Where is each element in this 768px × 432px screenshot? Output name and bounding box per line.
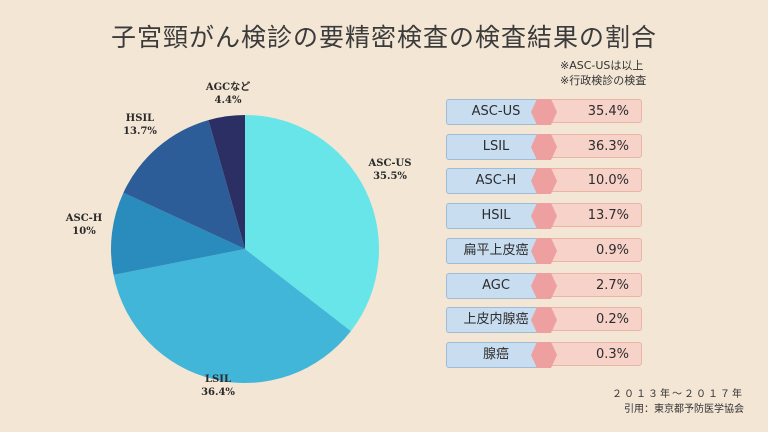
pie-label-name: ASC-US [368,158,412,169]
table-row: 13.7% HSIL [446,203,642,230]
pie-slice-0 [245,115,379,332]
row-value: 0.9% [540,237,642,262]
hexagon-icon [531,307,557,334]
row-value: 2.7% [540,272,642,297]
pie-label-name: HSIL [125,113,155,124]
note-screening: ※行政検診の検査 [560,74,647,87]
table-row: 0.9% 扁平上皮癌 [446,237,642,264]
pie-label-name: LSIL [205,374,231,385]
pie-slice-3 [123,120,245,250]
row-name: HSIL [446,203,546,230]
pie-label-1: LSIL 36.4% [183,373,253,399]
row-value: 10.0% [540,168,642,193]
pie-label-value: 10% [72,226,96,237]
hexagon-icon [531,341,557,368]
footer-period: ２０１３年〜２０１７年 [612,389,744,400]
row-value: 0.3% [540,341,642,366]
table-row: 0.2% 上皮内腺癌 [446,307,642,334]
pie-label-name: ASC-H [65,213,103,224]
pie-label-4: AGCなど 4.4% [193,81,263,107]
row-name: 扁平上皮癌 [446,237,546,264]
footer-source: 引用：東京都予防医学協会 [624,404,744,415]
table-row: 36.3% LSIL [446,133,642,160]
hexagon-icon [531,168,557,195]
pie-label-2: ASC-H 10% [49,212,119,238]
row-name: LSIL [446,133,546,160]
row-name: AGC [446,272,546,299]
hexagon-icon [531,272,557,299]
pie-slice-2 [110,192,245,275]
pie-slice-4 [208,115,245,249]
row-name: ASC-H [446,168,546,195]
row-name: 腺癌 [446,341,546,368]
note-asc-us: ※ASC-USは以上 [560,59,644,72]
table-row: 2.7% AGC [446,272,642,299]
row-value: 35.4% [540,99,642,123]
pie-label-0: ASC-US 35.5% [355,157,425,183]
hexagon-icon [531,99,557,125]
table-row: 0.3% 腺癌 [446,341,642,368]
pie-slice-1 [113,249,351,383]
hexagon-icon [531,133,557,160]
row-name: 上皮内腺癌 [446,307,546,334]
row-value: 13.7% [540,203,642,228]
pie-label-value: 13.7% [123,126,157,137]
pie-label-name: AGCなど [205,82,251,93]
pie-label-value: 4.4% [214,95,242,106]
hexagon-icon [531,203,557,230]
chart-title: 子宮頸がん検診の要精密検査の検査結果の割合 [110,23,657,52]
pie-label-value: 36.4% [201,387,235,398]
row-name: ASC-US [446,99,546,125]
pie-label-3: HSIL 13.7% [105,112,175,138]
table-row: 10.0% ASC-H [446,168,642,195]
hexagon-icon [531,237,557,264]
table-row: 35.4% ASC-US [446,99,642,125]
row-value: 36.3% [540,133,642,158]
pie-label-value: 35.5% [373,171,407,182]
row-value: 0.2% [540,307,642,332]
